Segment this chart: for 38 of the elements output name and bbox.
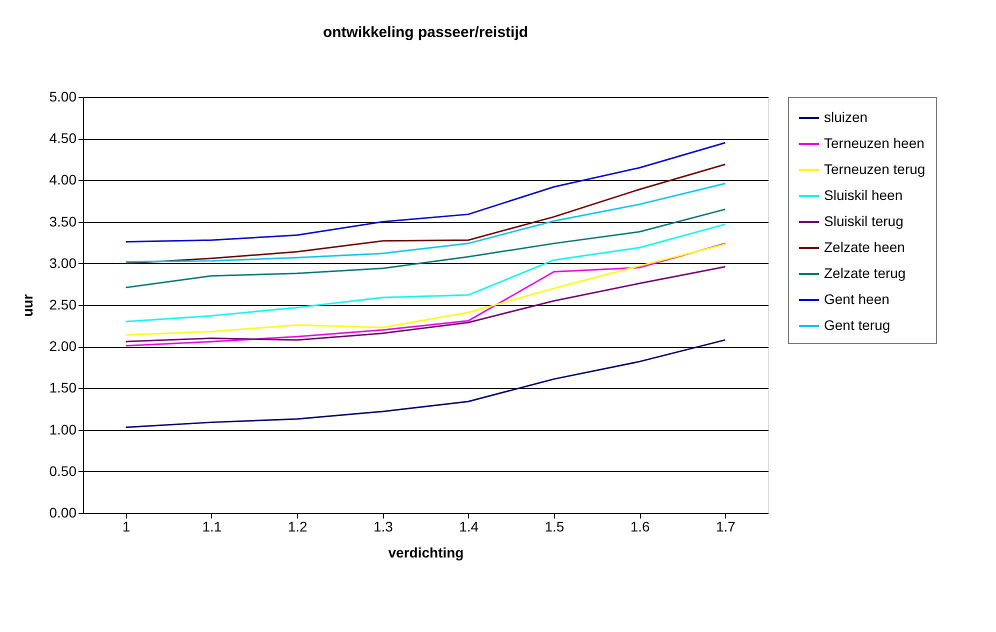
x-tick-label: 1.1 xyxy=(202,518,222,534)
y-tick-label: 5.00 xyxy=(49,88,77,104)
line-series xyxy=(125,224,726,322)
x-tick-label: 1 xyxy=(122,518,130,534)
y-tick-label: 4.00 xyxy=(49,172,77,188)
line-series xyxy=(125,164,726,264)
legend-label: Zelzate terug xyxy=(824,265,906,281)
y-tick-label: 0.50 xyxy=(49,462,77,479)
legend-label: Gent terug xyxy=(824,317,890,333)
y-tick-label: 3.00 xyxy=(49,254,77,271)
line-series xyxy=(125,142,726,243)
y-tick-label: 1.00 xyxy=(49,421,77,438)
x-axis-title: verdichting xyxy=(388,544,464,560)
y-tick-label: 0.00 xyxy=(49,504,77,520)
legend-label: Terneuzen heen xyxy=(824,135,924,151)
y-tick-label: 2.00 xyxy=(49,338,77,354)
legend-label: Terneuzen terug xyxy=(824,161,926,177)
x-tick-label: 1.6 xyxy=(630,518,650,534)
legend-label: sluizen xyxy=(824,109,868,125)
line-series xyxy=(125,182,726,262)
legend-label: Sluiskil terug xyxy=(824,213,904,229)
y-tick-label: 2.50 xyxy=(49,296,77,312)
legend-label: Zelzate heen xyxy=(824,239,905,255)
x-tick-label: 1.3 xyxy=(373,518,394,534)
y-tick-label: 3.50 xyxy=(49,213,77,230)
legend-label: Sluiskil heen xyxy=(824,187,903,203)
chart-title: ontwikkeling passeer/reistijd xyxy=(322,24,528,41)
y-axis-title: uur xyxy=(19,294,36,317)
x-tick-label: 1.2 xyxy=(288,518,308,534)
legend-label: Gent heen xyxy=(824,291,890,307)
line-series xyxy=(125,339,726,428)
line-series xyxy=(125,208,726,288)
x-tick-label: 1.4 xyxy=(459,518,479,534)
y-tick-label: 4.50 xyxy=(49,130,77,146)
y-tick-label: 1.50 xyxy=(49,380,77,396)
line-series xyxy=(125,266,726,342)
x-tick-label: 1.7 xyxy=(716,518,736,534)
x-tick-label: 1.5 xyxy=(544,518,564,534)
